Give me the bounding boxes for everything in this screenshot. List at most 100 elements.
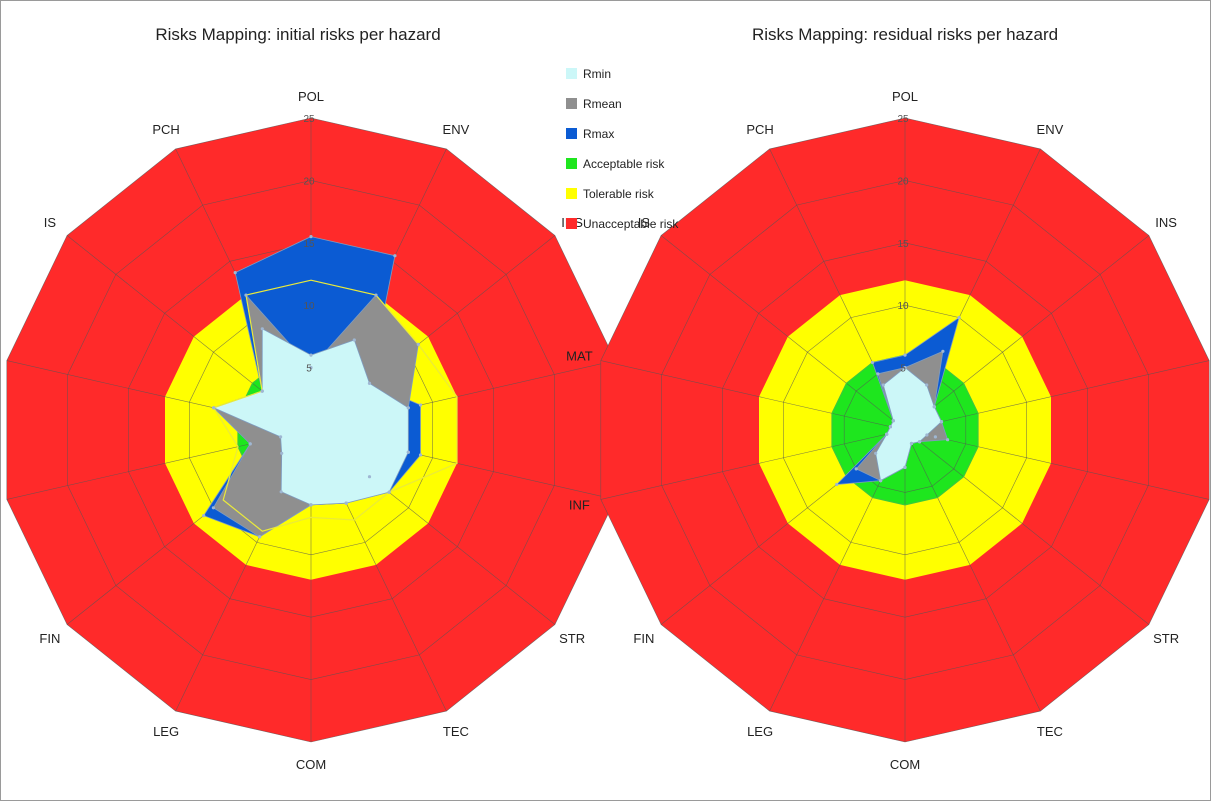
vertex-markers <box>835 316 961 487</box>
point-rmean-fin <box>854 467 858 471</box>
legend-label-rmax: Rmax <box>583 127 614 141</box>
residual-risks-radar: Risks Mapping: residual risks per hazard… <box>566 25 1210 772</box>
category-label-mat: MAT <box>566 349 593 364</box>
point-rmin-tec <box>344 501 348 505</box>
spoke-man <box>904 429 1210 500</box>
point-rmin-str <box>918 440 922 444</box>
spoke-is <box>660 235 906 431</box>
legend-swatch-tolerable <box>566 188 577 199</box>
point-rmin-is <box>260 389 264 393</box>
point-rmean-env <box>374 293 378 297</box>
point-rmin-inf <box>885 432 889 436</box>
tick-label-25: 25 <box>897 114 909 125</box>
point-rmin-tec <box>909 441 914 446</box>
point-rmax-img <box>418 403 423 407</box>
category-label-is: IS <box>638 215 651 230</box>
point-rmin-mat <box>888 425 893 429</box>
point-rmean-str <box>367 475 372 479</box>
legend-label-tolerable: Tolerable risk <box>583 187 655 201</box>
legend-label-rmean: Rmean <box>583 97 622 111</box>
series-initial-line <box>212 279 458 532</box>
point-rmin-man <box>406 450 410 454</box>
point-rmin-env <box>352 338 356 342</box>
point-rmin-mat <box>212 406 216 410</box>
spoke-inf <box>600 429 906 500</box>
legend: Rmin Rmean Rmax Acceptable risk Tolerabl… <box>566 67 679 231</box>
category-label-str: STR <box>559 631 585 646</box>
point-rmax-pch <box>870 360 875 365</box>
point-rmin-pol <box>309 353 313 357</box>
point-rmean-ins <box>416 342 420 346</box>
chart-title-initial: Risks Mapping: initial risks per hazard <box>155 25 440 44</box>
spoke-img <box>904 360 1210 431</box>
point-rmean-env <box>941 349 945 353</box>
point-rmax-fin <box>835 482 839 487</box>
point-rmin-ins <box>367 381 372 385</box>
spoke-ins <box>904 235 1150 431</box>
category-label-com: COM <box>296 757 326 772</box>
category-label-tec: TEC <box>1037 724 1063 739</box>
category-label-leg: LEG <box>747 724 773 739</box>
point-rmin-img <box>406 406 410 410</box>
legend-label-acceptable: Acceptable risk <box>583 157 665 171</box>
category-label-com: COM <box>890 757 920 772</box>
point-rmean-pch <box>876 372 880 376</box>
vertex-markers <box>202 235 423 539</box>
legend-swatch-acceptable <box>566 158 577 169</box>
category-label-ins: INS <box>1155 215 1177 230</box>
point-rmin-pch <box>260 327 264 331</box>
point-rmax-man <box>418 453 423 457</box>
point-rmin-fin <box>280 451 284 455</box>
category-label-tec: TEC <box>443 724 469 739</box>
tick-label-25: 25 <box>303 114 315 125</box>
acceptable-threshold-line <box>831 354 979 506</box>
point-rmax-env <box>393 254 397 258</box>
category-label-pch: PCH <box>746 122 773 137</box>
point-rmin-str <box>387 490 391 494</box>
point-rmax-pch <box>233 271 237 275</box>
tick-label-20: 20 <box>897 176 909 187</box>
category-label-leg: LEG <box>153 724 179 739</box>
point-rmean-inf <box>248 442 252 446</box>
point-rmax-fin <box>202 514 206 518</box>
legend-label-rmin: Rmin <box>583 67 611 81</box>
legend-swatch-rmin <box>566 68 577 79</box>
point-rmax-pol <box>903 353 907 357</box>
point-rmean-pch <box>244 293 248 297</box>
category-label-env: ENV <box>1037 122 1064 137</box>
point-rmin-pol <box>903 366 907 370</box>
tick-label-10: 10 <box>897 301 909 312</box>
point-rmin-man <box>925 433 929 437</box>
legend-item-tolerable: Tolerable risk <box>566 187 655 201</box>
legend-swatch-unacceptable <box>566 218 577 229</box>
point-rmin-pch <box>881 383 885 387</box>
legend-item-rmean: Rmean <box>566 97 622 111</box>
category-label-fin: FIN <box>39 631 60 646</box>
legend-swatch-rmax <box>566 128 577 139</box>
legend-label-unacceptable: Unacceptable risk <box>583 217 679 231</box>
point-rmax-man <box>933 435 938 439</box>
initial-risks-radar: Risks Mapping: initial risks per hazard … <box>6 25 651 772</box>
point-rmean-man <box>946 438 950 442</box>
category-label-pol: POL <box>892 89 918 104</box>
point-rmean-leg <box>258 535 262 539</box>
tick-label-15: 15 <box>303 239 315 250</box>
spoke-str <box>904 429 1150 625</box>
point-rmin-ins <box>932 405 936 409</box>
tick-label-20: 20 <box>303 176 315 187</box>
spoke-mat <box>600 360 906 431</box>
category-label-pol: POL <box>298 89 324 104</box>
point-rmax-pol <box>309 235 313 239</box>
tick-label-5: 5 <box>900 364 906 375</box>
category-label-fin: FIN <box>633 631 654 646</box>
spoke-tec <box>904 429 1041 712</box>
category-label-is: IS <box>44 215 57 230</box>
point-rmax-env <box>957 316 961 320</box>
point-rmin-is <box>891 419 895 423</box>
point-rmin-inf <box>279 435 283 439</box>
point-rmin-fin <box>874 451 878 455</box>
category-label-env: ENV <box>443 122 470 137</box>
legend-item-rmin: Rmin <box>566 67 611 81</box>
tick-label-15: 15 <box>897 239 909 250</box>
